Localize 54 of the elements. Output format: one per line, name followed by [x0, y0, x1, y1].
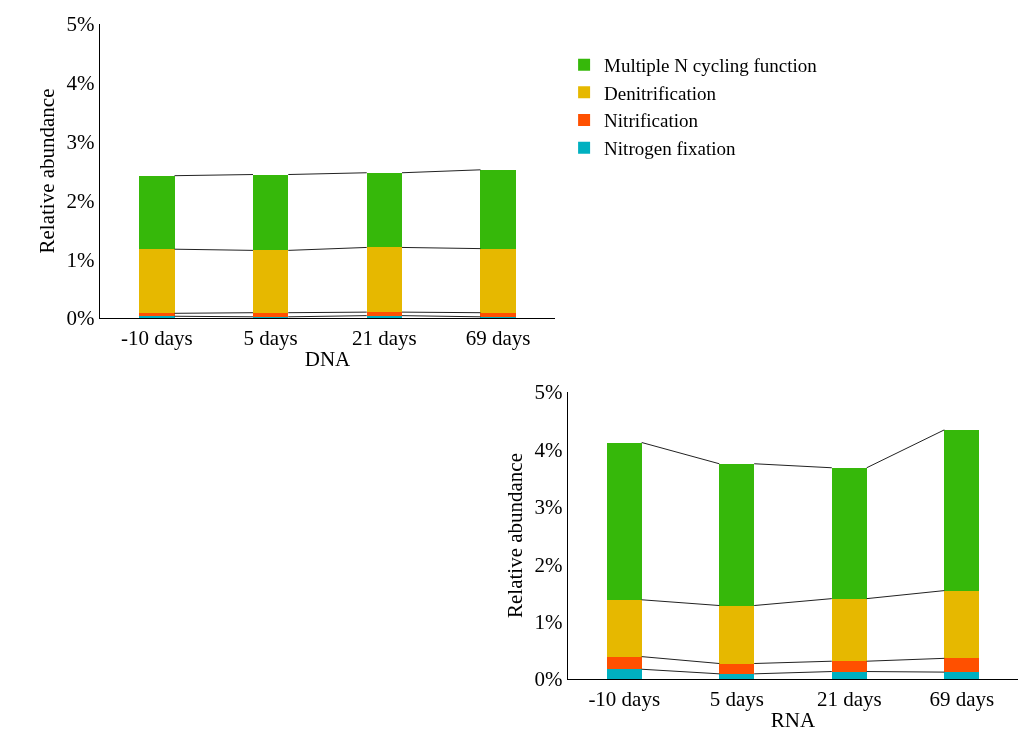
y-tick-label: 5% [534, 380, 563, 405]
bar [944, 658, 980, 673]
y-tick-label: 0% [534, 667, 563, 692]
bar [139, 175, 175, 250]
y-tick-label: 3% [66, 129, 95, 154]
y-tick-label: 2% [534, 552, 563, 577]
y-axis-title: Relative abundance [502, 452, 527, 619]
y-tick-label: 2% [66, 188, 95, 213]
bar [366, 172, 403, 248]
bar [831, 467, 867, 599]
bar [831, 661, 867, 672]
legend-label: Nitrogen fixation [604, 138, 736, 160]
x-tick-label: 21 days [352, 325, 417, 350]
bar [944, 672, 980, 679]
bar [252, 250, 289, 313]
bar [606, 442, 642, 600]
x-axis-title: RNA [770, 707, 816, 732]
x-axis-title: DNA [304, 346, 352, 371]
bar [480, 169, 516, 249]
x-tick-label: 5 days [243, 325, 298, 350]
bar [480, 312, 516, 317]
bar [719, 663, 755, 674]
y-tick-label: 5% [66, 12, 95, 37]
bar [944, 590, 980, 659]
y-tick-label: 3% [534, 495, 563, 520]
bar [366, 247, 403, 313]
x-tick-label: -10 days [588, 686, 661, 711]
x-tick-label: 5 days [709, 686, 764, 711]
bar [831, 671, 867, 679]
bar [139, 249, 175, 314]
bar [606, 599, 642, 657]
y-tick-label: 1% [66, 247, 95, 272]
bar [831, 598, 867, 662]
x-tick-label: 69 days [465, 325, 531, 350]
bar [480, 248, 516, 313]
bar [606, 669, 642, 679]
x-tick-label: -10 days [121, 325, 193, 350]
bar [252, 312, 289, 317]
y-axis-title: Relative abundance [34, 88, 59, 254]
bar [252, 174, 289, 251]
bar [944, 429, 980, 591]
bar [606, 656, 642, 670]
legend-label: Nitrification [604, 110, 699, 132]
y-tick-label: 0% [66, 306, 95, 331]
legend-label: Multiple N cycling function [604, 55, 818, 77]
legend-label: Denitrification [604, 82, 717, 104]
bar [719, 463, 755, 606]
x-tick-label: 21 days [816, 686, 882, 711]
y-tick-label: 4% [66, 71, 95, 96]
bar [719, 605, 755, 664]
y-tick-label: 4% [534, 437, 563, 462]
x-tick-label: 69 days [929, 686, 995, 711]
y-tick-label: 1% [534, 609, 563, 634]
bar [719, 673, 755, 679]
